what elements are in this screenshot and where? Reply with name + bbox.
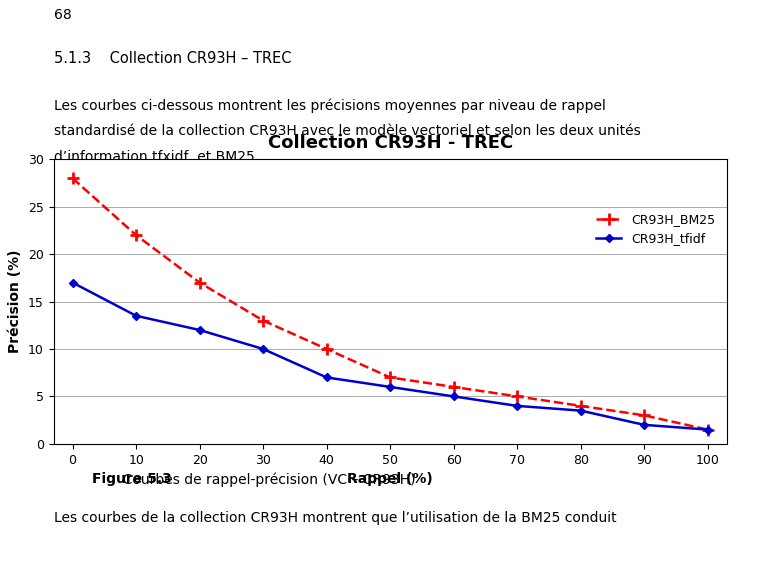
CR93H_BM25 bbox=[132, 232, 141, 238]
CR93H_BM25 bbox=[513, 393, 522, 400]
Legend: CR93H_BM25, CR93H_tfidf: CR93H_BM25, CR93H_tfidf bbox=[591, 208, 721, 250]
Title: Collection CR93H - TREC: Collection CR93H - TREC bbox=[268, 134, 513, 152]
CR93H_tfidf bbox=[703, 426, 712, 433]
Text: 68: 68 bbox=[54, 8, 71, 22]
CR93H_BM25 bbox=[640, 412, 649, 419]
Text: Courbes de rappel-précision (VC – CR93H): Courbes de rappel-précision (VC – CR93H) bbox=[92, 472, 415, 486]
Text: Figure 5.3: Figure 5.3 bbox=[92, 472, 171, 486]
CR93H_BM25 bbox=[449, 384, 458, 390]
Y-axis label: Précision (%): Précision (%) bbox=[8, 250, 22, 353]
CR93H_tfidf bbox=[449, 393, 458, 400]
Text: d’information tfxidf  et BM25.: d’information tfxidf et BM25. bbox=[54, 150, 259, 164]
CR93H_BM25 bbox=[195, 279, 204, 286]
CR93H_BM25 bbox=[703, 426, 712, 433]
Text: 5.1.3    Collection CR93H – TREC: 5.1.3 Collection CR93H – TREC bbox=[54, 51, 291, 66]
CR93H_tfidf bbox=[195, 327, 204, 333]
Text: standardisé de la collection CR93H avec le modèle vectoriel et selon les deux un: standardisé de la collection CR93H avec … bbox=[54, 124, 640, 138]
CR93H_tfidf bbox=[132, 312, 141, 319]
Line: CR93H_BM25: CR93H_BM25 bbox=[67, 173, 713, 435]
CR93H_tfidf bbox=[322, 374, 331, 381]
CR93H_tfidf bbox=[513, 402, 522, 409]
CR93H_tfidf bbox=[68, 279, 77, 286]
CR93H_BM25 bbox=[576, 402, 585, 409]
CR93H_BM25 bbox=[259, 317, 268, 324]
X-axis label: Rappel (%): Rappel (%) bbox=[347, 472, 433, 486]
CR93H_tfidf bbox=[386, 384, 395, 390]
CR93H_tfidf bbox=[640, 422, 649, 428]
CR93H_BM25 bbox=[386, 374, 395, 381]
Line: CR93H_tfidf: CR93H_tfidf bbox=[70, 280, 711, 432]
CR93H_tfidf bbox=[576, 407, 585, 414]
CR93H_BM25 bbox=[322, 345, 331, 352]
Text: Les courbes ci-dessous montrent les précisions moyennes par niveau de rappel: Les courbes ci-dessous montrent les préc… bbox=[54, 99, 605, 113]
CR93H_BM25 bbox=[68, 175, 77, 182]
CR93H_tfidf bbox=[259, 345, 268, 352]
Text: Les courbes de la collection CR93H montrent que l’utilisation de la BM25 conduit: Les courbes de la collection CR93H montr… bbox=[54, 511, 616, 525]
